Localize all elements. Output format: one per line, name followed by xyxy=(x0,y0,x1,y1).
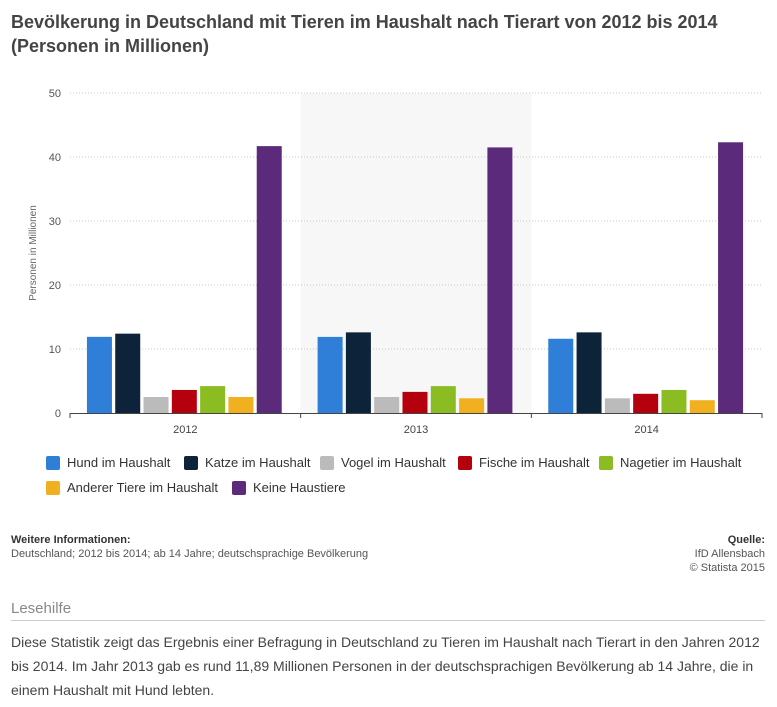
y-tick-label-40: 40 xyxy=(49,152,61,164)
bar-2013-4 xyxy=(430,386,456,413)
bar-2014-4 xyxy=(661,389,687,413)
bar-2012-0 xyxy=(86,336,112,413)
divider xyxy=(11,620,765,621)
bar-2012-6 xyxy=(256,146,282,413)
bar-2013-3 xyxy=(402,391,428,413)
copyright: © Statista 2015 xyxy=(689,562,765,574)
bar-2014-6 xyxy=(718,142,744,413)
bar-2014-0 xyxy=(548,338,574,413)
legend-swatch-andere xyxy=(46,480,60,495)
y-tick-label-50: 50 xyxy=(49,88,61,100)
legend-item-fische[interactable]: Fische im Haushalt xyxy=(458,455,590,470)
legend-item-hund[interactable]: Hund im Haushalt xyxy=(46,455,170,470)
legend-swatch-katze xyxy=(184,455,198,470)
bar-2014-5 xyxy=(689,400,715,413)
legend-swatch-hund xyxy=(46,455,60,470)
bar-chart: 0 10 20 30 40 50 Personen in Millionen 2012 2013… xyxy=(28,88,763,436)
lesehilfe-text: Diese Statistik zeigt das Ergebnis einer… xyxy=(11,634,760,698)
legend-label-hund: Hund im Haushalt xyxy=(67,455,171,470)
y-tick-label-10: 10 xyxy=(49,344,61,356)
bar-2013-2 xyxy=(374,397,400,413)
bar-2012-4 xyxy=(200,386,226,413)
lesehilfe-heading: Lesehilfe xyxy=(11,600,72,617)
legend-item-katze[interactable]: Katze im Haushalt xyxy=(184,455,311,470)
chart-legend: Hund im Haushalt Katze im Haushalt Vogel… xyxy=(46,455,766,505)
legend-item-vogel[interactable]: Vogel im Haushalt xyxy=(320,455,446,470)
bar-2012-2 xyxy=(143,397,169,413)
source-heading: Quelle: xyxy=(727,534,765,546)
info-heading: Weitere Informationen: xyxy=(11,534,131,546)
y-tick-label-20: 20 xyxy=(49,280,61,292)
legend-label-nagetier: Nagetier im Haushalt xyxy=(620,455,742,470)
legend-row-2: Anderer Tiere im Haushalt Keine Haustier… xyxy=(46,480,766,505)
source-name: IfD Allensbach xyxy=(694,548,765,560)
x-tick-label-2013: 2013 xyxy=(404,424,428,436)
bar-2014-3 xyxy=(633,393,659,413)
bar-2013-0 xyxy=(317,336,343,413)
bar-2014-2 xyxy=(604,398,630,413)
bar-2014-1 xyxy=(576,332,602,413)
legend-label-vogel: Vogel im Haushalt xyxy=(341,455,446,470)
legend-item-nagetier[interactable]: Nagetier im Haushalt xyxy=(599,455,741,470)
bar-2013-1 xyxy=(345,332,371,413)
y-tick-label-0: 0 xyxy=(55,408,61,420)
legend-swatch-keine xyxy=(232,480,246,495)
x-tick-label-2012: 2012 xyxy=(173,424,197,436)
legend-swatch-nagetier xyxy=(599,455,613,470)
y-axis-title: Personen in Millionen xyxy=(28,205,39,301)
legend-swatch-vogel xyxy=(320,455,334,470)
additional-info: Weitere Informationen: Deutschland; 2012… xyxy=(11,533,368,561)
bar-2013-6 xyxy=(487,147,513,413)
source-info: Quelle: IfD Allensbach © Statista 2015 xyxy=(690,533,765,575)
bar-2013-5 xyxy=(459,398,485,413)
legend-label-keine: Keine Haustiere xyxy=(253,480,346,495)
legend-label-andere: Anderer Tiere im Haushalt xyxy=(67,480,219,495)
info-text: Deutschland; 2012 bis 2014; ab 14 Jahre;… xyxy=(11,548,369,560)
bar-2012-1 xyxy=(115,333,141,413)
y-tick-label-30: 30 xyxy=(49,216,61,228)
legend-label-katze: Katze im Haushalt xyxy=(205,455,311,470)
chart-title: Bevölkerung in Deutschland mit Tieren im… xyxy=(11,12,718,56)
legend-label-fische: Fische im Haushalt xyxy=(479,455,590,470)
legend-item-keine[interactable]: Keine Haustiere xyxy=(232,480,346,495)
legend-swatch-fische xyxy=(458,455,472,470)
legend-item-andere[interactable]: Anderer Tiere im Haushalt xyxy=(46,480,218,495)
bar-2012-5 xyxy=(228,397,254,413)
x-tick-label-2014: 2014 xyxy=(634,424,658,436)
legend-row-1: Hund im Haushalt Katze im Haushalt Vogel… xyxy=(46,455,766,480)
bar-2012-3 xyxy=(171,389,197,413)
